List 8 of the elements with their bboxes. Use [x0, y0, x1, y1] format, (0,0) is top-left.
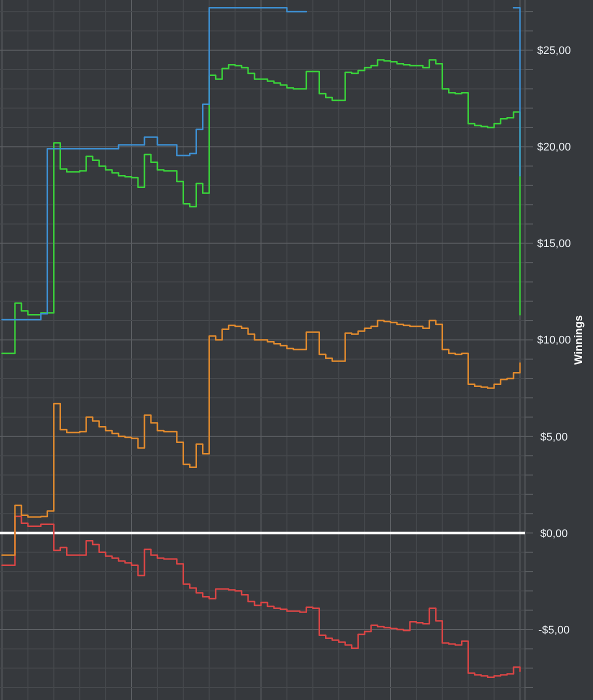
y-tick-label: $15,00 — [537, 238, 571, 250]
y-tick-label: $25,00 — [537, 45, 571, 58]
y-tick-label: $10,00 — [537, 334, 571, 347]
y-tick-label: -$5,00 — [538, 624, 570, 636]
y-tick-label: $5,00 — [540, 431, 568, 444]
y-axis-title: Winnings — [573, 315, 585, 365]
y-tick-label: $20,00 — [537, 142, 571, 154]
y-tick-label: $0,00 — [540, 528, 568, 540]
